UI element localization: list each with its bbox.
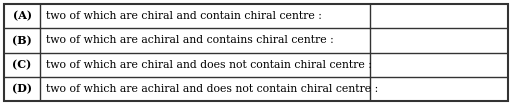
Text: (A): (A) <box>12 11 32 22</box>
Text: (C): (C) <box>12 59 32 70</box>
Text: (B): (B) <box>12 35 32 46</box>
Text: two of which are achiral and does not contain chiral centre :: two of which are achiral and does not co… <box>46 84 378 94</box>
Text: two of which are chiral and does not contain chiral centre :: two of which are chiral and does not con… <box>46 60 372 70</box>
Text: two of which are achiral and contains chiral centre :: two of which are achiral and contains ch… <box>46 35 334 45</box>
Text: two of which are chiral and contain chiral centre :: two of which are chiral and contain chir… <box>46 11 322 21</box>
Text: (D): (D) <box>12 83 32 94</box>
